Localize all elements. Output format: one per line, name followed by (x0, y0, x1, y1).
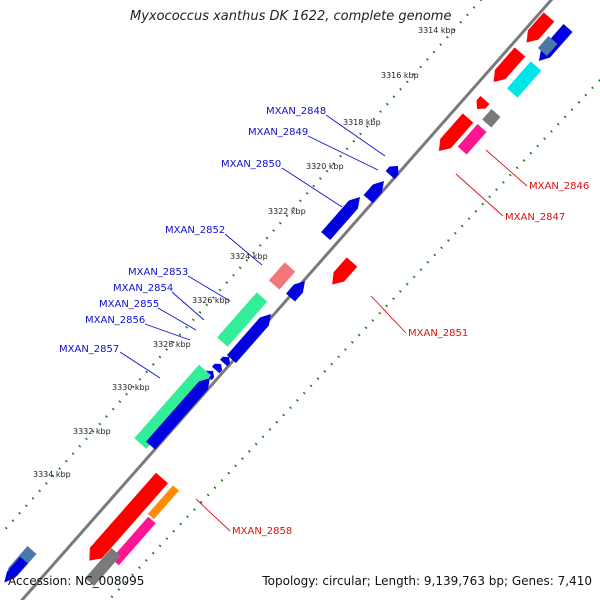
label-connector-line (485, 149, 528, 187)
gene-label[interactable]: MXAN_2858 (232, 526, 292, 537)
gene-arrow-mxan-2851[interactable] (332, 257, 358, 285)
gene-label[interactable]: MXAN_2856 (85, 315, 145, 326)
gene-arrow-mxan-2849[interactable] (363, 181, 384, 203)
gene-arrow-gray-bottom[interactable] (85, 548, 121, 586)
tick-label: 3324 kbp (230, 252, 268, 261)
gene-labels-plus-strand: MXAN_2848 MXAN_2849 MXAN_2850 MXAN_2852 … (59, 106, 326, 355)
tick-label: 3320 kbp (306, 162, 344, 171)
label-connector-line (195, 498, 231, 532)
label-connector-line (171, 291, 205, 321)
tick-label: 3328 kbp (153, 340, 191, 349)
gene-arrow-orange[interactable] (147, 485, 179, 520)
tick-label: 3316 kbp (381, 71, 419, 80)
gene-arrow-mxan-2847[interactable] (457, 124, 487, 155)
inner-dotted-ring (107, 79, 600, 600)
label-connector-line (119, 351, 161, 379)
gene-arrow-mxan-2856[interactable] (146, 378, 210, 450)
gene-arrow-mxan-2857[interactable] (134, 364, 211, 449)
position-ticks: 3314 kbp 3316 kbp 3318 kbp 3320 kbp 3322… (33, 26, 456, 479)
gene-arrow-mxan-2854[interactable] (286, 281, 305, 302)
gene-arrow-gray-top[interactable] (482, 109, 501, 128)
label-connector-line (370, 295, 407, 334)
gene-label[interactable]: MXAN_2848 (266, 106, 326, 117)
accession-text: Accession: NC_008095 (8, 574, 145, 588)
tick-label: 3322 kbp (268, 207, 306, 216)
gene-labels-minus-strand: MXAN_2846 MXAN_2847 MXAN_2851 MXAN_2858 (232, 181, 589, 537)
gene-arrow-small-b[interactable] (212, 363, 223, 374)
label-connector-line (307, 135, 379, 171)
gene-label[interactable]: MXAN_2846 (529, 181, 589, 192)
gene-arrow-mxan-2850[interactable] (321, 197, 360, 240)
gene-arrow-magenta-bottom[interactable] (111, 516, 156, 566)
tick-label: 3318 kbp (343, 118, 381, 127)
gene-arrow-mxan-2848[interactable] (385, 166, 399, 179)
gene-label[interactable]: MXAN_2854 (113, 283, 173, 294)
genome-title: Myxococcus xanthus DK 1622, complete gen… (130, 9, 452, 24)
gene-label[interactable]: MXAN_2855 (99, 299, 159, 310)
label-connectors (119, 114, 528, 532)
genome-summary-text: Topology: circular; Length: 9,139,763 bp… (262, 574, 592, 588)
gene-arrow-mxan-2855[interactable] (226, 314, 271, 363)
tick-label: 3330 kbp (112, 383, 150, 392)
label-connector-line (157, 307, 197, 331)
genome-backbone (20, 0, 554, 600)
label-connector-line (187, 275, 231, 302)
gene-arrow-steel-top[interactable] (537, 36, 558, 56)
label-connector-line (325, 114, 386, 157)
tick-label: 3314 kbp (418, 26, 456, 35)
tick-label: 3326 kbp (192, 296, 230, 305)
gene-label[interactable]: MXAN_2849 (248, 127, 308, 138)
label-connector-line (144, 323, 191, 341)
gene-label[interactable]: MXAN_2853 (128, 267, 188, 278)
tick-label: 3334 kbp (33, 470, 71, 479)
gene-label[interactable]: MXAN_2852 (165, 225, 225, 236)
gene-label[interactable]: MXAN_2847 (505, 212, 565, 223)
gene-label[interactable]: MXAN_2857 (59, 344, 119, 355)
gene-arrow-mxan-2858[interactable] (89, 472, 168, 561)
gene-arrow-mxan-2853[interactable] (217, 292, 268, 347)
gene-arrow-mxan-2846[interactable] (438, 113, 474, 151)
gene-features (4, 12, 573, 586)
label-connector-line (281, 167, 343, 208)
gene-arrow-mxan-2846-a[interactable] (476, 96, 490, 109)
gene-arrow-mxan-2852[interactable] (268, 262, 296, 290)
gene-label[interactable]: MXAN_2850 (221, 159, 281, 170)
gene-arrow-red-top-b[interactable] (493, 47, 526, 82)
gene-arrow-cyan-top[interactable] (507, 61, 542, 98)
label-connector-line (455, 173, 504, 217)
gene-label[interactable]: MXAN_2851 (408, 328, 468, 339)
label-connector-line (224, 233, 263, 266)
tick-label: 3332 kbp (73, 427, 111, 436)
outer-dotted-ring (0, 0, 483, 536)
gene-arrow-small-a[interactable] (220, 356, 231, 367)
gene-arrow-blue-bottom[interactable] (4, 556, 28, 583)
gene-arrow-red-top-a[interactable] (526, 12, 555, 43)
